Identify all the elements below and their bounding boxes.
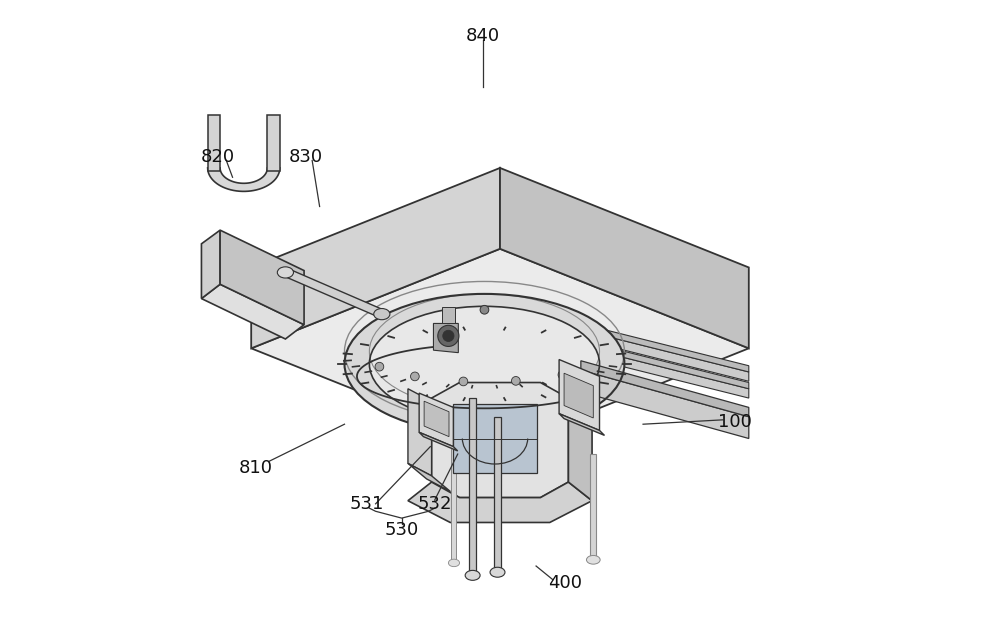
Polygon shape: [208, 115, 220, 171]
Ellipse shape: [586, 555, 600, 564]
Text: 830: 830: [288, 148, 322, 165]
Polygon shape: [559, 360, 600, 430]
Polygon shape: [559, 414, 604, 435]
Polygon shape: [568, 398, 592, 501]
Circle shape: [443, 330, 454, 341]
Polygon shape: [590, 454, 596, 560]
Circle shape: [511, 376, 520, 385]
Ellipse shape: [490, 567, 505, 577]
Polygon shape: [419, 432, 458, 451]
Ellipse shape: [465, 570, 480, 580]
Polygon shape: [201, 230, 220, 299]
Circle shape: [459, 377, 468, 386]
Polygon shape: [451, 435, 456, 563]
Text: 400: 400: [548, 575, 582, 592]
Polygon shape: [469, 398, 476, 575]
Polygon shape: [419, 393, 453, 447]
Polygon shape: [562, 319, 749, 372]
Text: 810: 810: [239, 459, 273, 476]
Polygon shape: [442, 307, 455, 323]
Polygon shape: [201, 284, 304, 339]
Polygon shape: [251, 168, 500, 348]
Ellipse shape: [369, 307, 600, 422]
Polygon shape: [564, 373, 593, 418]
Polygon shape: [251, 249, 749, 448]
Polygon shape: [581, 370, 749, 439]
Polygon shape: [494, 417, 501, 572]
Polygon shape: [433, 323, 458, 353]
Text: 820: 820: [201, 148, 235, 165]
Circle shape: [411, 372, 419, 381]
Text: 840: 840: [466, 27, 500, 45]
Text: 531: 531: [349, 495, 383, 513]
Circle shape: [558, 371, 567, 379]
Ellipse shape: [448, 559, 460, 567]
Polygon shape: [453, 404, 537, 473]
Polygon shape: [424, 401, 449, 437]
Ellipse shape: [277, 267, 293, 278]
Polygon shape: [562, 336, 749, 389]
Polygon shape: [285, 267, 382, 318]
Polygon shape: [220, 230, 304, 325]
Ellipse shape: [344, 294, 624, 434]
Circle shape: [438, 325, 459, 346]
Polygon shape: [408, 389, 432, 476]
Circle shape: [480, 305, 489, 314]
Polygon shape: [408, 463, 450, 491]
Text: 532: 532: [417, 495, 452, 513]
Polygon shape: [581, 361, 749, 417]
Polygon shape: [267, 115, 280, 171]
Polygon shape: [208, 168, 280, 192]
Text: 100: 100: [718, 413, 752, 430]
Polygon shape: [432, 383, 568, 498]
Polygon shape: [500, 168, 749, 348]
Polygon shape: [562, 325, 749, 381]
Polygon shape: [562, 342, 749, 398]
Ellipse shape: [374, 309, 390, 320]
Polygon shape: [408, 482, 592, 522]
Circle shape: [375, 362, 384, 371]
Text: 530: 530: [385, 521, 419, 539]
